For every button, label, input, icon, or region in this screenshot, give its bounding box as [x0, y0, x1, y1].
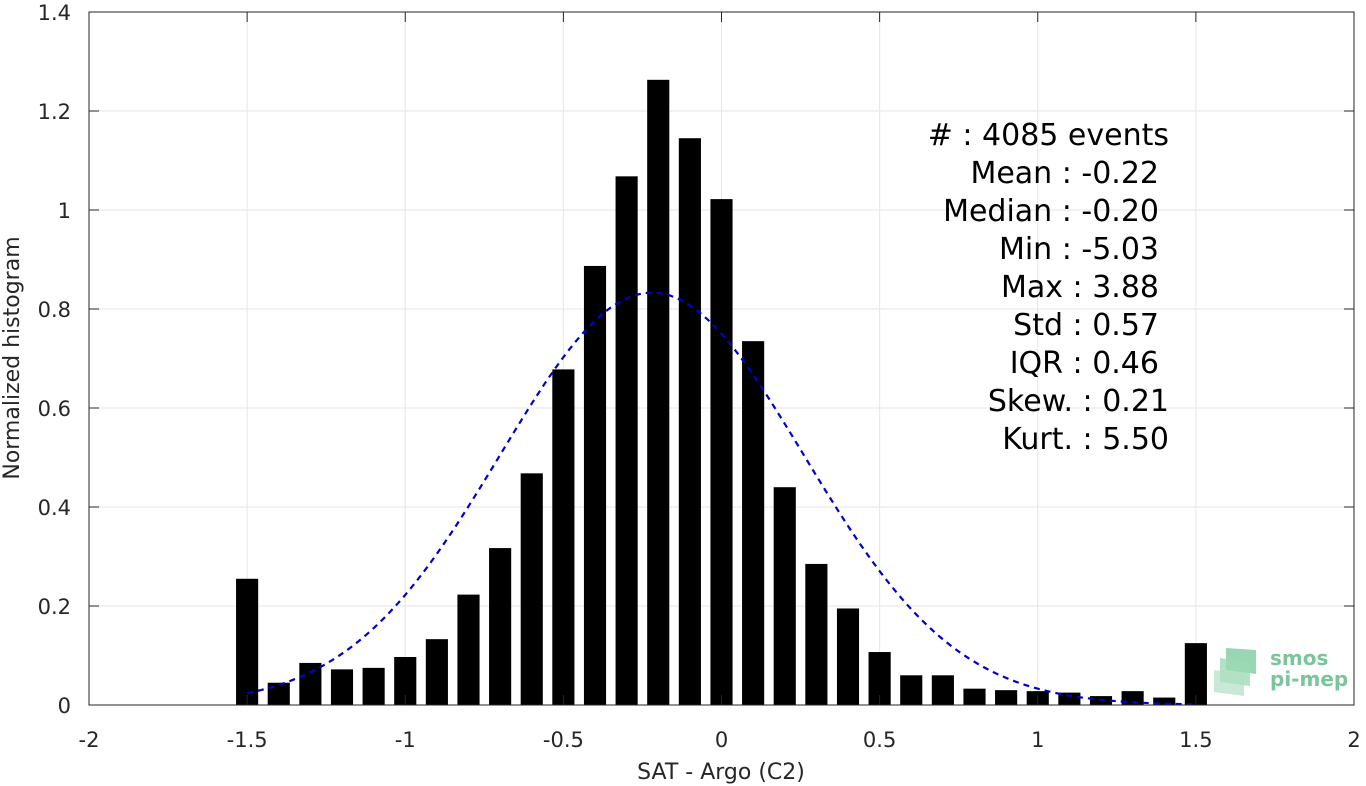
histogram-bars: [236, 79, 1207, 706]
x-tick-label: 1.5: [1179, 728, 1212, 752]
logo-wave-icon: [1214, 648, 1256, 696]
histogram-bar: [1184, 643, 1207, 705]
histogram-bar: [330, 669, 354, 705]
x-tick-label: -1: [395, 728, 416, 752]
y-axis-label: Normalized histogram: [0, 236, 25, 479]
histogram-bar: [394, 656, 417, 705]
histogram-bar: [362, 667, 385, 705]
logo-text-smos: smos: [1270, 646, 1328, 670]
histogram-bar: [742, 341, 765, 705]
y-tick-label: 0.6: [38, 397, 71, 421]
x-axis-label: SAT - Argo (C2): [637, 760, 805, 785]
x-tick-label: -2: [79, 728, 100, 752]
y-tick-label: 0.2: [38, 595, 71, 619]
y-tick-label: 0: [58, 694, 71, 718]
y-tick-label: 1.2: [38, 100, 71, 124]
y-tick-label: 0.8: [38, 298, 71, 322]
histogram-bar: [773, 487, 796, 705]
histogram-bar: [552, 369, 575, 705]
stat-kurt: Kurt. : 5.50: [1002, 422, 1169, 457]
histogram-bar: [489, 548, 512, 705]
y-tick-label: 1.4: [38, 1, 71, 25]
x-tick-label: 0.5: [863, 728, 896, 752]
stat-std: Std : 0.57: [1013, 308, 1159, 343]
gaussian-fit-curve: [246, 291, 1196, 706]
histogram-bar: [1121, 691, 1144, 705]
histogram-bar: [963, 688, 986, 705]
stat-max: Max : 3.88: [1001, 270, 1159, 305]
histogram-bar: [520, 473, 543, 705]
histogram-bar: [805, 563, 828, 705]
y-tick-labels: 0 0.2 0.4 0.6 0.8 1 1.2 1.4: [38, 1, 71, 718]
stat-events: # : 4085 events: [928, 118, 1169, 153]
histogram-bar: [615, 176, 638, 706]
logo-text-pi-mep: pi-mep: [1270, 667, 1348, 691]
histogram-bar: [1153, 697, 1176, 705]
stat-median: Median : -0.20: [943, 194, 1159, 229]
y-tick-label: 1: [58, 199, 71, 223]
x-tick-label: -0.5: [543, 728, 584, 752]
x-tick-label: 2: [1347, 728, 1360, 752]
histogram-bar: [267, 682, 290, 705]
histogram-bar: [457, 594, 480, 705]
histogram-bar: [868, 652, 891, 705]
histogram-bar: [678, 138, 701, 706]
stat-skew: Skew. : 0.21: [988, 384, 1169, 419]
stat-min: Min : -5.03: [999, 232, 1159, 267]
axes-frame: [88, 11, 1355, 706]
histogram-bar: [995, 690, 1018, 705]
histogram-bar: [647, 79, 670, 705]
histogram-bar: [1058, 692, 1081, 705]
y-tick-label: 0.4: [38, 496, 71, 520]
histogram-bar: [583, 265, 607, 705]
statistics-annotation: # : 4085 events Mean : -0.22 Median : -0…: [928, 118, 1169, 457]
histogram-bar: [236, 578, 259, 705]
x-tick-labels: -2 -1.5 -1 -0.5 0 0.5 1 1.5 2: [79, 728, 1361, 752]
histogram-bar: [299, 662, 322, 705]
histogram-bar: [900, 675, 923, 705]
histogram-bar: [710, 199, 733, 706]
stat-iqr: IQR : 0.46: [1010, 346, 1159, 381]
x-tick-label: 0: [715, 728, 728, 752]
stat-mean: Mean : -0.22: [970, 156, 1159, 191]
x-tick-label: -1.5: [227, 728, 268, 752]
x-tick-label: 1: [1031, 728, 1044, 752]
histogram-bar: [425, 639, 448, 705]
smos-pi-mep-logo: smos pi-mep: [1214, 646, 1348, 696]
histogram-bar: [931, 675, 954, 705]
histogram-bar: [836, 608, 860, 705]
